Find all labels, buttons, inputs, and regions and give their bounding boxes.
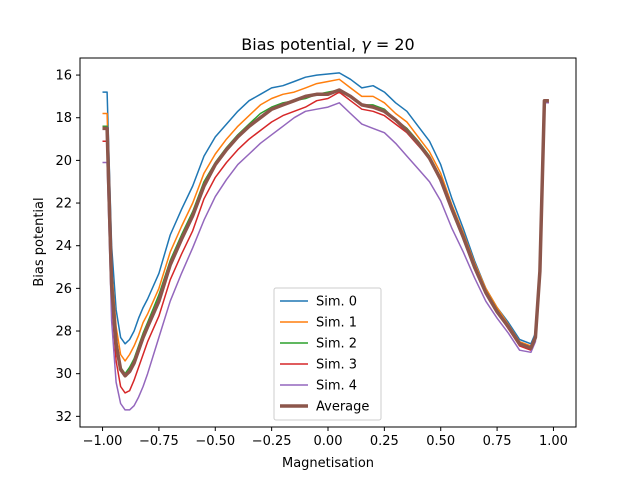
y-tick-label: 24 [55, 239, 72, 254]
legend-box [273, 287, 382, 421]
series-line-4 [102, 102, 549, 411]
plot-lines [102, 72, 549, 411]
y-tick-label: 28 [55, 325, 72, 340]
x-tick-label: 0.75 [483, 434, 512, 449]
x-tick-label: 0.25 [370, 434, 399, 449]
legend-label: Sim. 2 [316, 337, 357, 352]
legend-label: Sim. 0 [316, 295, 357, 310]
legend-label: Sim. 4 [316, 379, 357, 394]
y-tick-label: 16 [55, 69, 72, 84]
x-axis: −1.00 −0.75 −0.50 −0.25 0.00 0.25 0.50 0.75 1.00 [83, 427, 568, 449]
series-line-5 [102, 88, 549, 378]
y-tick-label: 20 [55, 154, 72, 169]
y-tick-label: 18 [55, 111, 72, 126]
x-tick-label: 1.00 [539, 434, 568, 449]
x-tick-label: 0.50 [426, 434, 455, 449]
y-tick-label: 22 [55, 197, 72, 212]
y-tick-label: 30 [55, 367, 72, 382]
legend: Sim. 0 Sim. 1 Sim. 2 Sim. 3 Sim. 4 Average [273, 287, 382, 421]
y-axis-title: Bias potential [32, 197, 47, 286]
x-tick-label: −1.00 [83, 434, 123, 449]
y-tick-label: 26 [55, 282, 72, 297]
chart-title: Bias potential, γ = 20 [241, 35, 414, 54]
legend-label: Average [316, 400, 369, 415]
x-tick-label: −0.50 [195, 434, 235, 449]
x-tick-label: −0.25 [252, 434, 292, 449]
y-axis: 16 18 20 22 24 26 28 30 32 [55, 69, 80, 425]
x-tick-label: −0.75 [139, 434, 179, 449]
x-tick-label: 0.00 [314, 434, 343, 449]
y-tick-label: 32 [55, 410, 72, 425]
x-axis-title: Magnetisation [282, 456, 374, 471]
legend-label: Sim. 1 [316, 316, 357, 331]
legend-label: Sim. 3 [316, 358, 357, 373]
